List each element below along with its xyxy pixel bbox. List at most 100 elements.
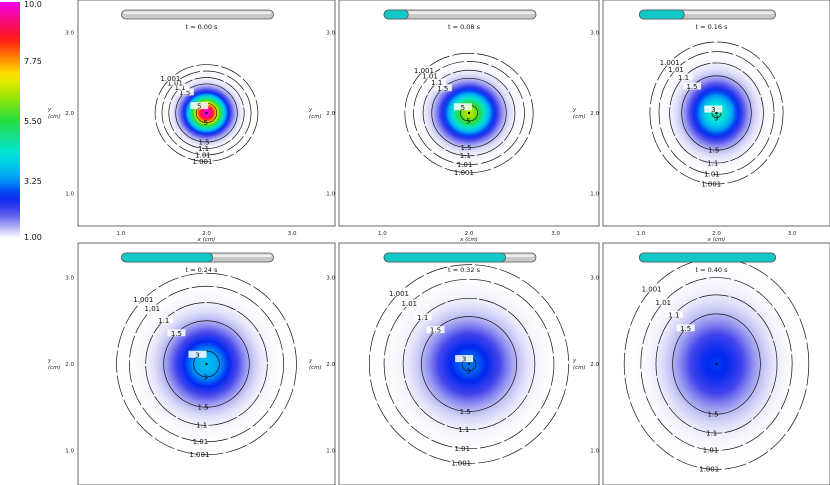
y-axis-label: y (308, 358, 313, 364)
contour-line (145, 302, 268, 426)
center-marker (715, 111, 718, 115)
contour-label: 1.5 (686, 83, 697, 91)
contour-label-bg (171, 83, 190, 91)
y-tick-label: 2.0 (326, 362, 335, 368)
time-progress-fill (383, 9, 409, 20)
contour-label: 1.01 (167, 80, 183, 88)
contour-label-bg (134, 295, 153, 303)
contour-line (658, 51, 775, 175)
contour-label-bg (683, 82, 702, 90)
contour-label: 1.5 (460, 144, 471, 152)
y-tick-label: 1.0 (590, 448, 599, 454)
contour-label: 1.001 (192, 158, 212, 166)
contour-label: 1.001 (389, 290, 409, 298)
y-tick-label: 2.0 (590, 111, 599, 117)
contour-label: 1.001 (454, 169, 474, 177)
y-tick-label: 2.0 (65, 111, 74, 117)
contour-label: 1.1 (706, 429, 717, 437)
contour-label: 1.1 (458, 426, 469, 434)
x-tick-label: 2.0 (202, 231, 211, 237)
colorbar-tick: 1.00 (24, 233, 42, 242)
contour-label: 1.1 (460, 152, 471, 160)
contour-label: 5 (466, 118, 470, 126)
contour-label: 1.5 (707, 410, 718, 418)
contour-label: 1.01 (457, 161, 473, 169)
contour-label-bg (167, 329, 186, 337)
contour-label: 1.5 (680, 325, 691, 333)
contour-line (154, 64, 259, 162)
x-axis-label: x (cm) (459, 237, 478, 243)
contour-label-bg (389, 289, 408, 297)
contour-line (368, 264, 570, 464)
colorbar-tick: 3.25 (24, 177, 42, 186)
y-axis-label: y (308, 107, 313, 113)
contour-line (404, 52, 534, 174)
contour-line (669, 62, 764, 164)
center-marker (467, 111, 471, 115)
contour-label: 1.5 (171, 330, 182, 338)
y-tick-label: 1.0 (65, 448, 74, 454)
contour-label-bg (642, 284, 661, 292)
contour-label: 1.001 (189, 451, 209, 459)
contour-label: 5 (461, 104, 465, 112)
contour-label: 1.001 (160, 75, 180, 83)
contour-line (431, 77, 507, 149)
contour-label: 1.01 (195, 151, 211, 159)
time-progress-fill (383, 252, 506, 263)
contour-label: 1.5 (179, 89, 190, 97)
x-tick-label: 1.0 (116, 231, 125, 237)
y-tick-label: 1.0 (326, 192, 335, 198)
contour-label: 5 (197, 103, 201, 111)
contour-label: 1.5 (460, 408, 471, 416)
x-tick-label: 1.0 (378, 231, 387, 237)
contour-label: 1.1 (198, 145, 209, 153)
time-progress-bar (121, 9, 274, 20)
contour-label: 1.1 (417, 314, 428, 322)
contour-label: 1.5 (198, 138, 209, 146)
y-tick-label: 1.0 (65, 192, 74, 198)
center-marker (205, 362, 208, 366)
y-tick-label: 1.0 (590, 192, 599, 198)
contour-label-bg (154, 316, 173, 324)
y-tick-label: 2.0 (65, 362, 74, 368)
contour-label-bg (161, 74, 180, 82)
time-progress-fill (639, 252, 777, 263)
contour-label-bg (664, 310, 683, 318)
contour-label-bg (188, 350, 207, 358)
x-tick-label: 2.0 (465, 231, 474, 237)
time-label: t = 0.32 s (448, 266, 481, 274)
contour-line (413, 60, 525, 166)
contour-label-bg (427, 78, 446, 86)
contour-line (681, 75, 752, 151)
contour-label: 3 (195, 351, 199, 359)
y-tick-label: 3.0 (590, 276, 599, 282)
contour-label: 3 (714, 114, 718, 122)
colorbar-tick: 7.75 (24, 57, 42, 66)
x-tick-label: 3.0 (551, 231, 560, 237)
contour-label: 1.5 (430, 327, 441, 335)
contour-label: 1.1 (707, 159, 718, 167)
contour-label-bg (667, 65, 686, 73)
contour-label: 1.01 (668, 66, 684, 74)
contour-line (640, 277, 793, 451)
x-tick-label: 1.0 (636, 231, 645, 237)
contour-label: 1.1 (668, 311, 679, 319)
contour-line (383, 278, 555, 450)
contour-label-bg (143, 304, 162, 312)
contour-label: 1.01 (703, 447, 719, 455)
x-axis-label: x (cm) (707, 237, 726, 243)
y-axis-unit: (cm) (573, 114, 586, 120)
contour-label-bg (453, 103, 472, 111)
contour-label: 1.001 (660, 59, 680, 67)
y-axis-unit: (cm) (309, 365, 322, 371)
y-axis-unit: (cm) (48, 365, 61, 371)
contour-label: 1.1 (431, 79, 442, 87)
contour-label: 1.001 (699, 466, 719, 474)
y-axis-label: y (47, 358, 52, 364)
contour-label-bg (676, 324, 695, 332)
colorbar-tick: 5.50 (24, 117, 42, 126)
